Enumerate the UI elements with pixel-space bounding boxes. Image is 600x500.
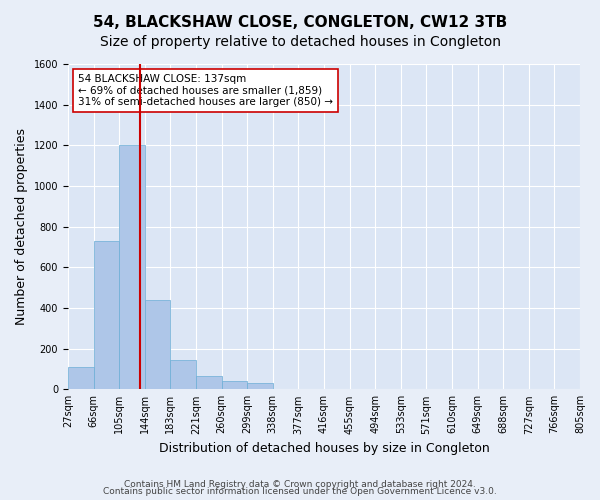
- Text: 54 BLACKSHAW CLOSE: 137sqm
← 69% of detached houses are smaller (1,859)
31% of s: 54 BLACKSHAW CLOSE: 137sqm ← 69% of deta…: [78, 74, 333, 107]
- Bar: [119, 146, 145, 390]
- Y-axis label: Number of detached properties: Number of detached properties: [15, 128, 28, 325]
- Bar: [247, 383, 273, 390]
- Text: Contains public sector information licensed under the Open Government Licence v3: Contains public sector information licen…: [103, 487, 497, 496]
- Text: 54, BLACKSHAW CLOSE, CONGLETON, CW12 3TB: 54, BLACKSHAW CLOSE, CONGLETON, CW12 3TB: [93, 15, 507, 30]
- Bar: [221, 381, 247, 390]
- Text: Size of property relative to detached houses in Congleton: Size of property relative to detached ho…: [100, 35, 500, 49]
- Bar: [94, 241, 119, 390]
- Bar: [170, 360, 196, 390]
- Text: Contains HM Land Registry data © Crown copyright and database right 2024.: Contains HM Land Registry data © Crown c…: [124, 480, 476, 489]
- Bar: [145, 300, 170, 390]
- Bar: [196, 376, 221, 390]
- X-axis label: Distribution of detached houses by size in Congleton: Distribution of detached houses by size …: [158, 442, 490, 455]
- Bar: [68, 367, 94, 390]
